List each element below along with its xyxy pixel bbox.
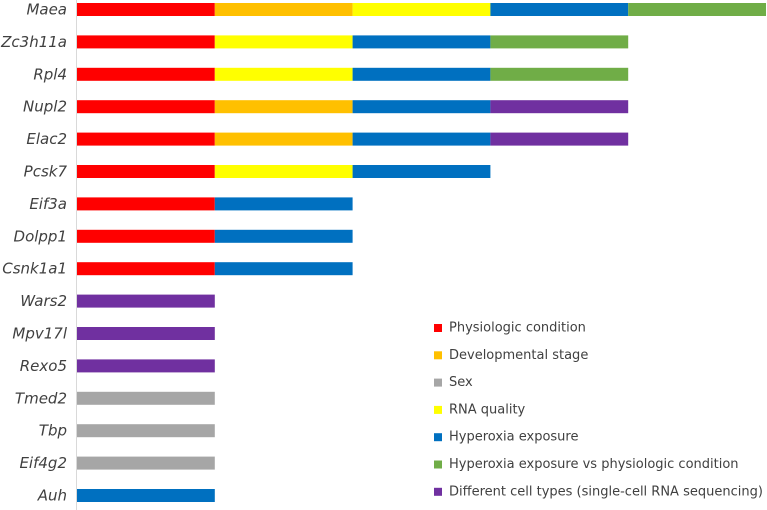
bar-segment-eif4g2-sex [77, 456, 215, 470]
bar-segment-rpl4-physiologic-condition [77, 67, 215, 81]
bar-segment-maea-physiologic-condition [77, 3, 215, 16]
bar-segment-nupl2-developmental-stage [214, 100, 353, 114]
legend-item-rna-quality: RNA quality [434, 402, 526, 417]
bar-segment-tbp-sex [77, 424, 215, 438]
bar-segment-tmed2-sex [77, 391, 215, 405]
bar-segment-pcsk7-physiologic-condition [77, 165, 215, 178]
gene-label-mpv17l: Mpv17l [12, 325, 67, 343]
bar-segment-mpv17l-different-cell-types-single-cell-rna-sequencing [77, 327, 215, 340]
bar-segment-maea-hyperoxia-exposure-vs-physiologic-condition [628, 3, 766, 16]
bar-segment-elac2-developmental-stage [214, 132, 353, 146]
bar-segment-zc3h11a-physiologic-condition [77, 35, 215, 49]
legend-item-sex: Sex [434, 375, 473, 390]
bar-segment-elac2-hyperoxia-exposure [352, 132, 491, 146]
bar-segment-pcsk7-rna-quality [214, 165, 353, 178]
gene-label-auh: Auh [37, 487, 67, 505]
gene-label-pcsk7: Pcsk7 [24, 163, 68, 181]
legend-swatch-sex [434, 378, 442, 387]
legend: Physiologic condition Developmental stage… [434, 321, 763, 499]
legend-item-hyperoxia-exposure: Hyperoxia exposure [434, 430, 578, 445]
gene-label-dolpp1: Dolpp1 [14, 227, 67, 245]
legend-label-sex: Sex [449, 375, 473, 390]
bar-segment-rexo5-different-cell-types-single-cell-rna-sequencing [77, 359, 215, 373]
bar-segment-csnk1a1-hyperoxia-exposure [214, 262, 353, 276]
gene-label-eif3a: Eif3a [29, 195, 67, 213]
bar-segment-zc3h11a-rna-quality [214, 35, 353, 49]
gene-label-wars2: Wars2 [20, 292, 67, 310]
bar-segment-elac2-physiologic-condition [77, 132, 215, 146]
bar-segment-rpl4-hyperoxia-exposure-vs-physiologic-condition [490, 67, 629, 81]
legend-item-developmental-stage: Developmental stage [434, 348, 588, 363]
legend-label-hyperoxia-exposure-vs-physiologic-condition: Hyperoxia exposure vs physiologic condit… [449, 457, 739, 472]
gene-labels: Maea Zc3h11a Rpl4 Nupl2 Elac2 Pcsk7 Eif3a Dolpp… [0, 1, 68, 505]
legend-label-rna-quality: RNA quality [449, 402, 526, 417]
bars-layer [77, 3, 766, 502]
gene-label-eif4g2: Eif4g2 [19, 454, 67, 472]
bar-segment-maea-hyperoxia-exposure [490, 3, 629, 16]
bar-segment-maea-rna-quality [352, 3, 491, 16]
gene-label-csnk1a1: Csnk1a1 [2, 260, 67, 278]
gene-label-rexo5: Rexo5 [20, 357, 67, 375]
legend-swatch-hyperoxia-exposure [434, 433, 442, 442]
legend-label-physiologic-condition: Physiologic condition [449, 321, 586, 336]
legend-item-physiologic-condition: Physiologic condition [434, 321, 586, 336]
gene-label-maea: Maea [26, 1, 67, 19]
legend-label-hyperoxia-exposure: Hyperoxia exposure [449, 430, 578, 445]
bar-segment-nupl2-different-cell-types-single-cell-rna-sequencing [490, 100, 629, 114]
bar-segment-rpl4-rna-quality [214, 67, 353, 81]
bar-segment-elac2-different-cell-types-single-cell-rna-sequencing [490, 132, 629, 146]
legend-swatch-rna-quality [434, 405, 442, 414]
gene-label-elac2: Elac2 [26, 130, 67, 148]
gene-label-tmed2: Tmed2 [15, 389, 67, 407]
bar-segment-auh-hyperoxia-exposure [77, 489, 215, 502]
gene-label-nupl2: Nupl2 [23, 98, 67, 116]
bar-segment-eif3a-hyperoxia-exposure [214, 197, 353, 211]
bar-segment-pcsk7-hyperoxia-exposure [352, 165, 491, 178]
bar-segment-nupl2-hyperoxia-exposure [352, 100, 491, 114]
bar-segment-wars2-different-cell-types-single-cell-rna-sequencing [77, 294, 215, 308]
legend-label-developmental-stage: Developmental stage [449, 348, 588, 363]
bar-segment-csnk1a1-physiologic-condition [77, 262, 215, 276]
gene-label-zc3h11a: Zc3h11a [0, 33, 67, 51]
bar-segment-rpl4-hyperoxia-exposure [352, 67, 491, 81]
bar-segment-eif3a-physiologic-condition [77, 197, 215, 211]
legend-label-different-cell-types-single-cell-rna-sequencing: Different cell types (single-cell RNA se… [449, 484, 763, 499]
legend-swatch-physiologic-condition [434, 324, 442, 332]
bar-segment-dolpp1-physiologic-condition [77, 229, 215, 243]
legend-item-different-cell-types-single-cell-rna-sequencing: Different cell types (single-cell RNA se… [434, 484, 763, 499]
gene-label-tbp: Tbp [39, 422, 67, 440]
bar-segment-dolpp1-hyperoxia-exposure [214, 229, 353, 243]
legend-swatch-hyperoxia-exposure-vs-physiologic-condition [434, 460, 442, 469]
bar-segment-maea-developmental-stage [214, 3, 353, 16]
bar-segment-zc3h11a-hyperoxia-exposure [352, 35, 491, 49]
legend-swatch-different-cell-types-single-cell-rna-sequencing [434, 487, 442, 496]
legend-swatch-developmental-stage [434, 351, 442, 360]
gene-label-rpl4: Rpl4 [33, 65, 67, 83]
legend-item-hyperoxia-exposure-vs-physiologic-condition: Hyperoxia exposure vs physiologic condit… [434, 457, 739, 472]
bar-segment-zc3h11a-hyperoxia-exposure-vs-physiologic-condition [490, 35, 629, 49]
bar-segment-nupl2-physiologic-condition [77, 100, 215, 114]
